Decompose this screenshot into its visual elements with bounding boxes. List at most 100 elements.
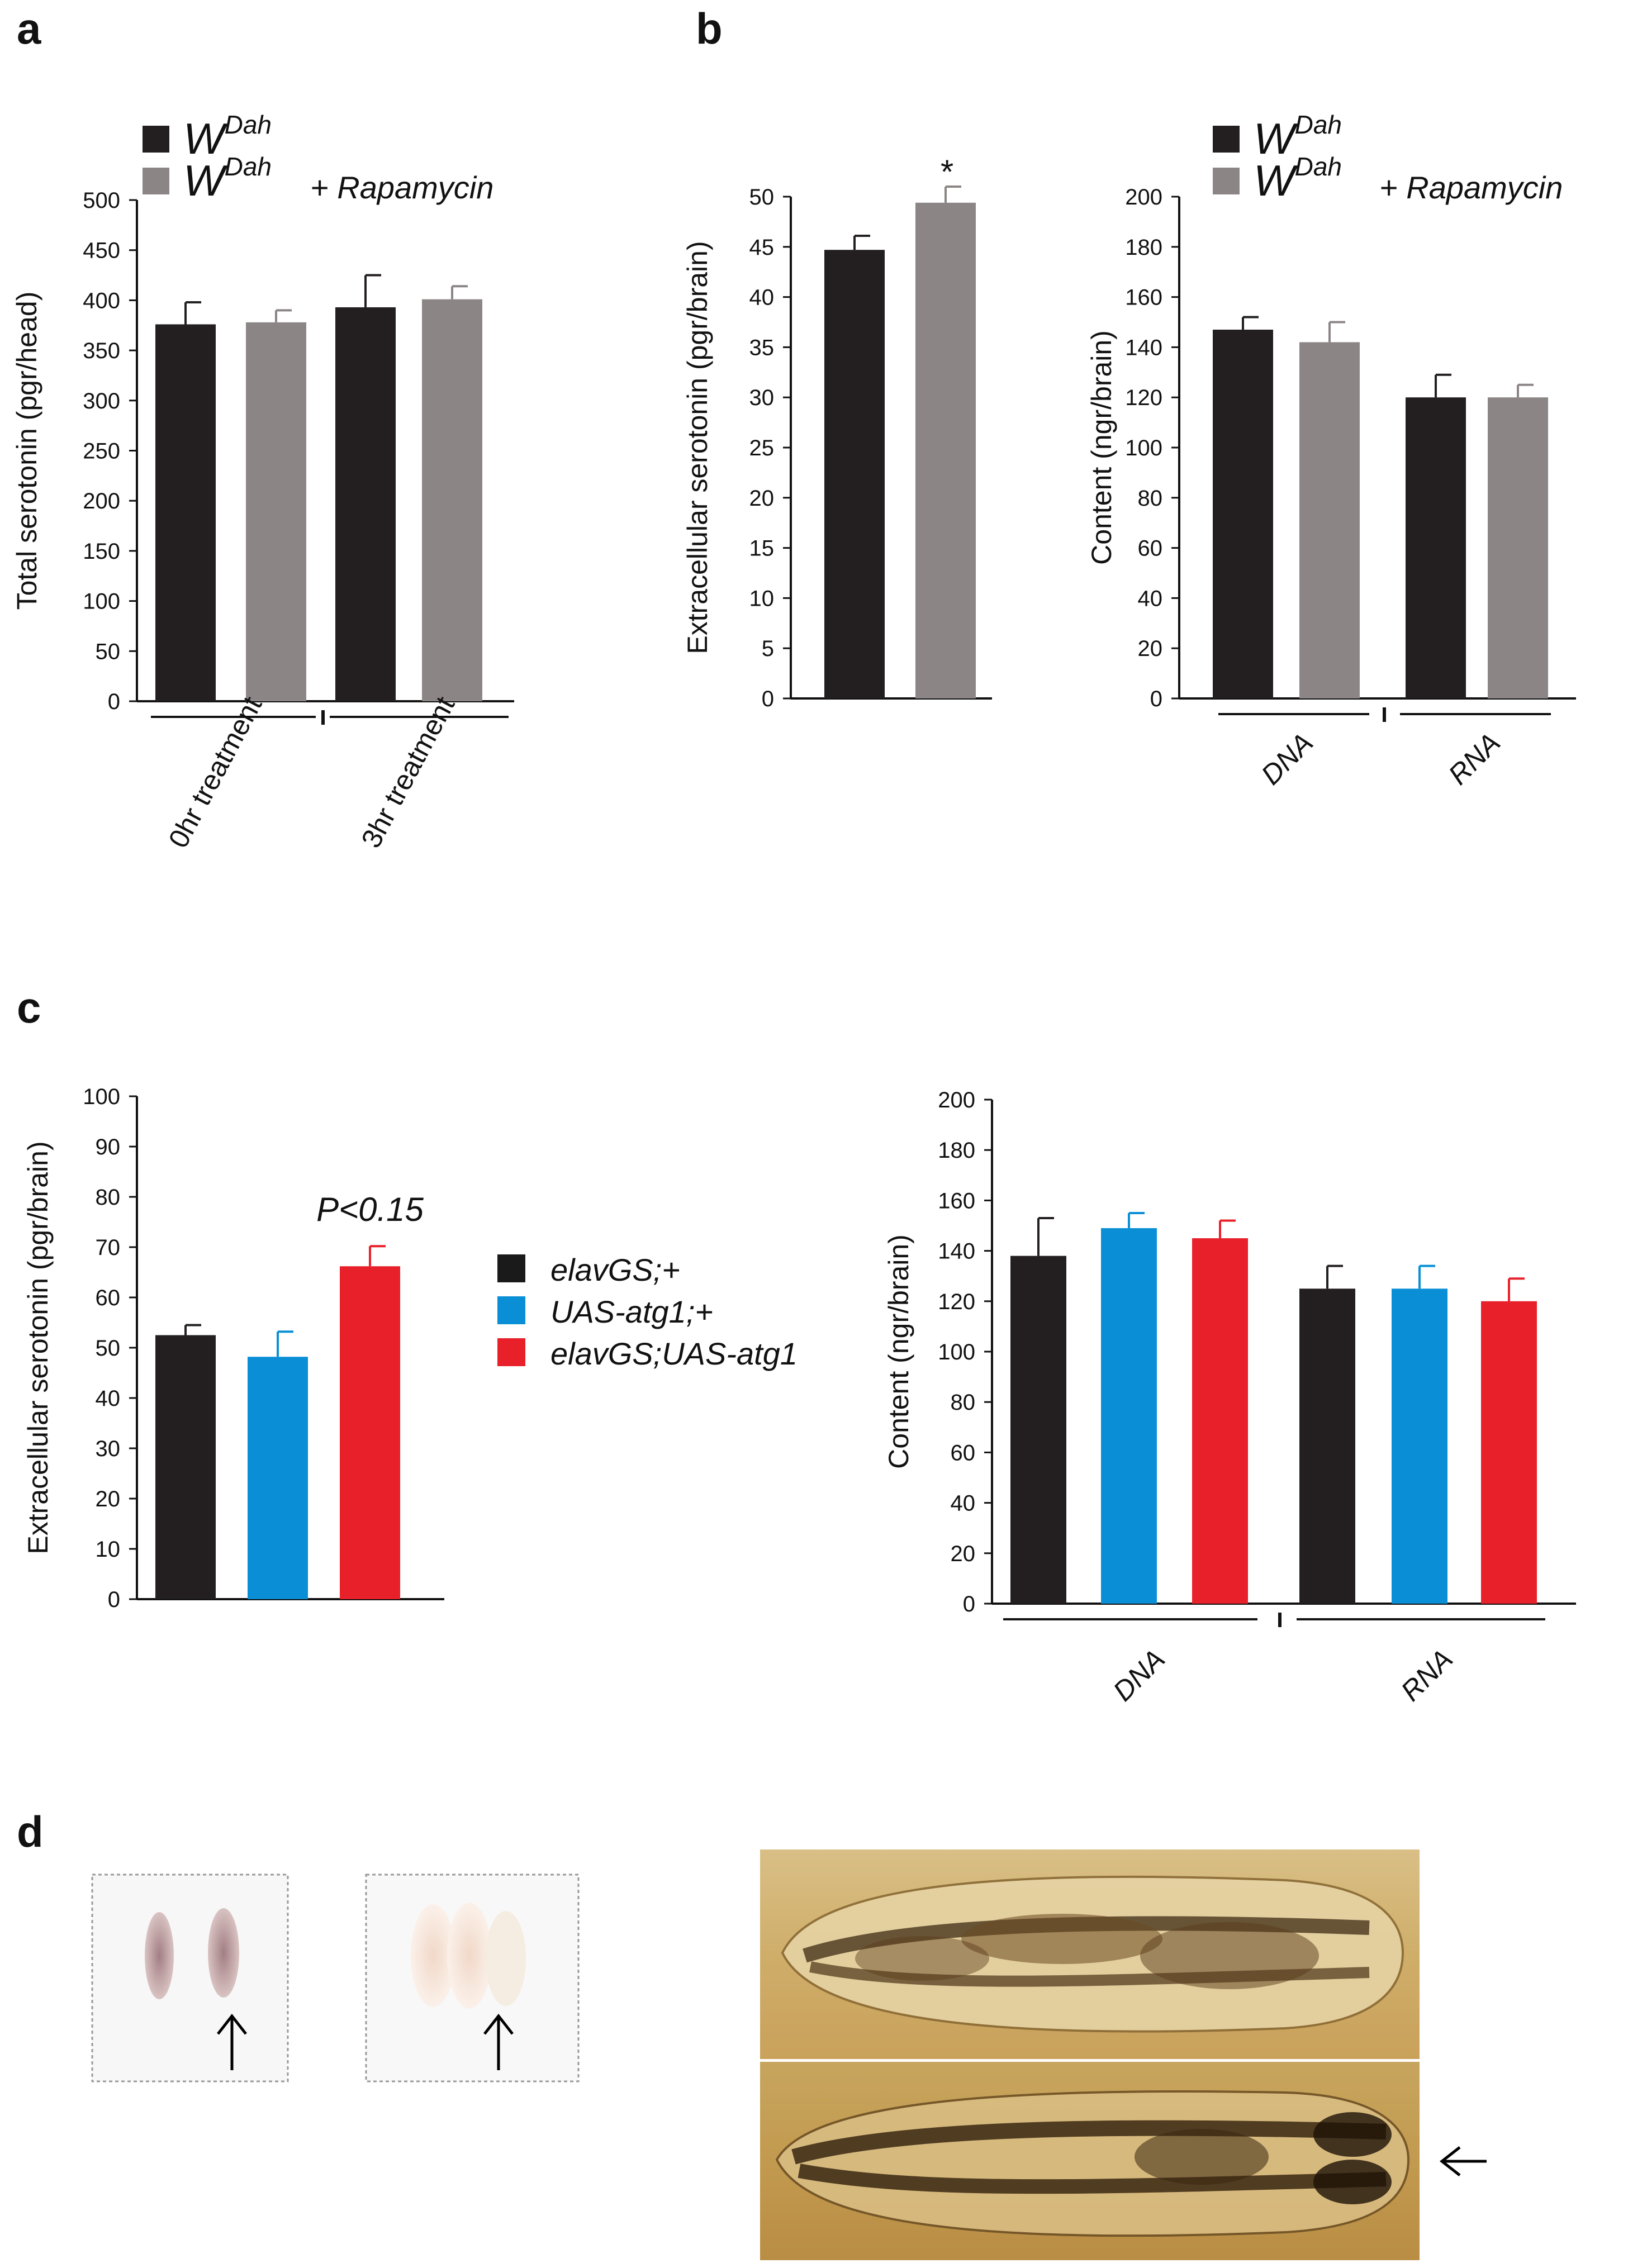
bar-c2-1-1	[1392, 1288, 1447, 1604]
bar-a-1-1	[422, 299, 482, 701]
pupa-pale-right	[486, 1911, 526, 2006]
pupae-photo-1	[91, 1874, 289, 2082]
legend-b-rapamycin-label: + Rapamycin	[1379, 170, 1563, 205]
y-axis-label: Total serotonin (pgr/head)	[11, 292, 42, 610]
y-tick-label: 140	[938, 1239, 975, 1264]
legend-c-label-0: elavGS;+	[550, 1252, 680, 1287]
bar-b2-0-1	[1299, 342, 1360, 698]
legend-a: WDah WDah + Rapamycin	[143, 110, 493, 205]
y-tick-label: 100	[1125, 436, 1162, 460]
category-label: 3hr treatment	[355, 692, 461, 853]
y-tick-label: 0	[108, 690, 120, 714]
bar-c2-0-1	[1101, 1228, 1157, 1604]
legend-a-swatch-rapamycin	[143, 168, 169, 194]
y-tick-label: 300	[83, 389, 120, 413]
legend-c: elavGS;+ UAS-atg1;+ elavGS;UAS-atg1	[497, 1252, 798, 1371]
y-tick-label: 0	[108, 1587, 120, 1612]
y-tick-label: 200	[83, 489, 120, 513]
legend-c-swatch-0	[497, 1254, 525, 1282]
bar-c2-1-0	[1299, 1288, 1355, 1604]
y-tick-label: 180	[1125, 235, 1162, 260]
legend-b-swatch-wdah	[1213, 126, 1240, 153]
y-tick-label: 200	[1125, 185, 1162, 210]
chart-b2: 0 20 40 60 80 100 120 140 160 180 200 Content (ngr/…	[1086, 185, 1576, 791]
y-tick-label: 25	[749, 436, 775, 460]
y-tick-label: 20	[1138, 636, 1163, 661]
y-tick-label: 60	[96, 1286, 121, 1310]
legend-a-wdah: WDah	[183, 110, 272, 163]
pupa-left	[145, 1912, 174, 1999]
p-value-annotation: P<0.15	[316, 1191, 424, 1228]
bar-b2-1-0	[1406, 397, 1466, 698]
bar-c1-1	[248, 1357, 308, 1599]
y-tick-label: 450	[83, 239, 120, 263]
y-tick-label: 20	[749, 486, 775, 511]
y-axis-label: Content (ngr/brain)	[1086, 330, 1117, 565]
legend-b-wdah: WDah	[1254, 110, 1342, 163]
y-tick-label: 40	[749, 286, 775, 310]
legend-c-swatch-2	[497, 1338, 525, 1366]
legend-a-rapamycin-label: + Rapamycin	[310, 170, 493, 205]
bar-c1-0	[155, 1335, 216, 1599]
bar-a-1-0	[335, 307, 396, 701]
significance-annotation: *	[939, 153, 953, 191]
arrow-left-icon	[1439, 2146, 1487, 2176]
legend-a-wdah-rapa: WDah	[183, 152, 272, 205]
y-tick-label: 0	[762, 687, 774, 711]
chart-a: 0 50 100 150 200 250 300 350 400 450 500 Total sero…	[11, 188, 514, 853]
y-tick-label: 140	[1125, 335, 1162, 360]
y-tick-label: 350	[83, 339, 120, 363]
chart-c2: 0 20 40 60 80 100 120 140 160 180 200 Content (ngr/…	[883, 1088, 1576, 1707]
y-tick-label: 40	[951, 1491, 976, 1516]
bar-c2-0-2	[1192, 1238, 1248, 1604]
y-tick-label: 50	[96, 1336, 121, 1361]
y-tick-label: 40	[1138, 586, 1163, 611]
bar-c2-1-2	[1481, 1301, 1537, 1604]
y-tick-label: 50	[749, 185, 775, 210]
y-tick-label: 100	[83, 1085, 120, 1109]
larva-micrograph-bottom	[760, 2062, 1420, 2260]
y-tick-label: 160	[938, 1188, 975, 1213]
legend-c-label-1: UAS-atg1;+	[550, 1294, 713, 1329]
pupa-right	[208, 1908, 239, 1998]
y-axis-label: Extracellular serotonin (pgr/brain)	[682, 241, 713, 654]
y-tick-label: 40	[96, 1386, 121, 1411]
y-tick-label: 0	[963, 1592, 975, 1616]
y-tick-label: 10	[749, 586, 775, 611]
y-tick-label: 180	[938, 1138, 975, 1163]
y-tick-label: 70	[96, 1235, 121, 1260]
pupa-pale-left	[411, 1904, 455, 2007]
y-tick-label: 100	[83, 589, 120, 614]
bar-b1-1	[915, 202, 976, 698]
y-tick-label: 200	[938, 1088, 975, 1112]
bar-b2-0-0	[1213, 329, 1273, 698]
y-tick-label: 30	[96, 1437, 121, 1461]
y-tick-label: 45	[749, 235, 775, 260]
y-tick-label: 15	[749, 536, 775, 561]
bar-b1-0	[824, 250, 885, 698]
y-tick-label: 0	[1150, 687, 1162, 711]
y-tick-label: 60	[1138, 536, 1163, 561]
y-tick-label: 150	[83, 539, 120, 564]
y-tick-label: 400	[83, 288, 120, 313]
y-tick-label: 160	[1125, 286, 1162, 310]
panel-letter-c: c	[17, 983, 41, 1032]
category-label: RNA	[1442, 727, 1506, 791]
y-tick-label: 500	[83, 188, 120, 213]
y-tick-label: 120	[1125, 386, 1162, 410]
y-tick-label: 80	[1138, 486, 1163, 511]
y-tick-label: 20	[96, 1487, 121, 1511]
pupa-pale-mid	[447, 1903, 492, 2009]
y-tick-label: 80	[951, 1390, 976, 1415]
legend-c-swatch-1	[497, 1296, 525, 1324]
bar-c2-0-0	[1010, 1256, 1066, 1604]
y-axis-label: Content (ngr/brain)	[883, 1234, 914, 1469]
y-tick-label: 250	[83, 439, 120, 464]
y-tick-label: 10	[96, 1537, 121, 1562]
legend-c-label-2: elavGS;UAS-atg1	[550, 1336, 798, 1371]
category-label: DNA	[1107, 1643, 1171, 1707]
y-tick-label: 35	[749, 335, 775, 360]
panel-letter-d: d	[17, 1807, 44, 1856]
y-tick-label: 50	[96, 639, 121, 664]
